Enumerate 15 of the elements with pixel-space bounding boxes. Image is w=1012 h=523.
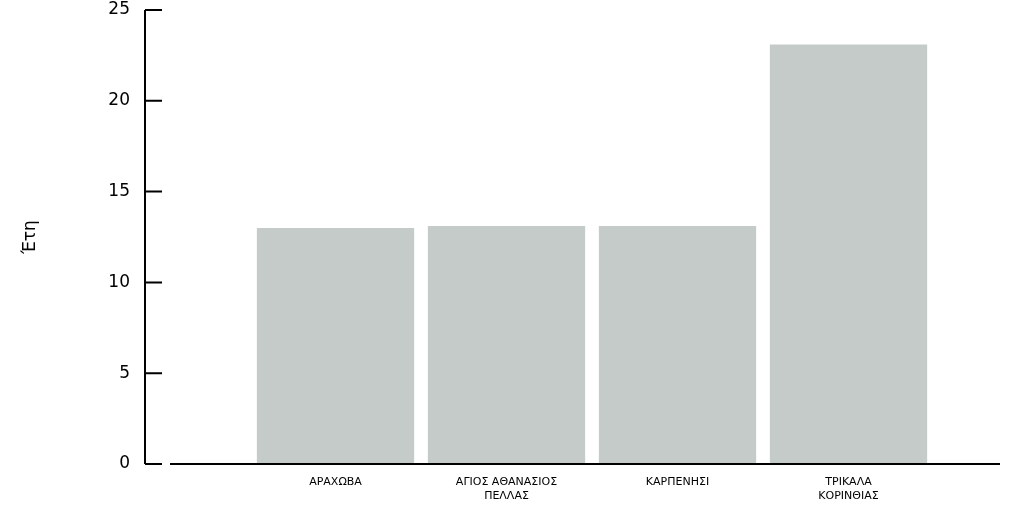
y-tick-label: 20 xyxy=(108,89,130,110)
bar xyxy=(769,44,928,464)
bar xyxy=(598,226,757,464)
y-tick-label: 0 xyxy=(119,452,130,473)
y-tick-label: 10 xyxy=(108,270,130,291)
bar xyxy=(256,227,415,464)
y-axis-title: Έτη xyxy=(18,220,39,255)
bar xyxy=(427,226,586,464)
x-tick-label: ΑΓΙΟΣ ΑΘΑΝΑΣΙΟΣ ΠΕΛΛΑΣ xyxy=(455,475,558,502)
y-tick-label: 5 xyxy=(119,361,130,382)
x-tick-label: ΤΡΙΚΑΛΑ ΚΟΡΙΝΘΙΑΣ xyxy=(818,475,879,502)
x-tick-label: ΚΑΡΠΕΝΗΣΙ xyxy=(645,475,710,489)
x-tick-label: ΑΡΑΧΩΒΑ xyxy=(309,475,363,489)
y-tick-label: 15 xyxy=(108,180,130,201)
y-tick-label: 25 xyxy=(108,0,130,19)
